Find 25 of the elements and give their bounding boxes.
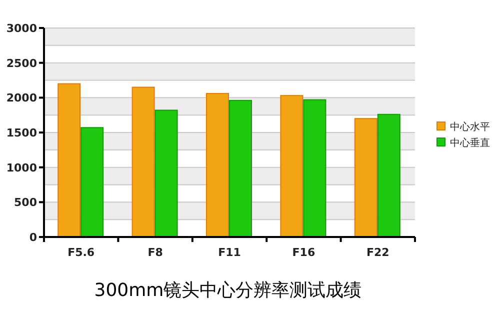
y-tick-label: 1000 — [6, 161, 38, 174]
y-tick-label: 1500 — [6, 126, 38, 140]
legend-label: 中心水平 — [450, 121, 490, 133]
x-tick-label: F5.6 — [68, 246, 95, 259]
x-tick-label: F11 — [218, 246, 241, 259]
bar — [229, 100, 252, 238]
x-tick-label: F22 — [366, 246, 390, 259]
bar — [377, 114, 400, 238]
x-tick-label: F8 — [148, 246, 163, 259]
y-tick-label: 3000 — [6, 22, 38, 35]
bar — [58, 83, 81, 238]
bar — [206, 92, 229, 238]
text: 300mm镜头中心分辨率测试成绩 — [94, 280, 362, 301]
y-tick-label: 2000 — [6, 92, 38, 105]
bar — [280, 95, 304, 238]
bar — [354, 118, 378, 238]
legend-label: 中心垂直 — [450, 137, 490, 149]
bar — [80, 127, 104, 238]
y-tick-label: 500 — [14, 196, 38, 210]
y-tick-label: 0 — [29, 231, 38, 244]
y-tick-label: 2500 — [6, 56, 38, 70]
bar — [303, 99, 326, 238]
bar — [132, 86, 155, 238]
bar — [154, 110, 178, 238]
x-tick-label: F16 — [292, 246, 316, 259]
